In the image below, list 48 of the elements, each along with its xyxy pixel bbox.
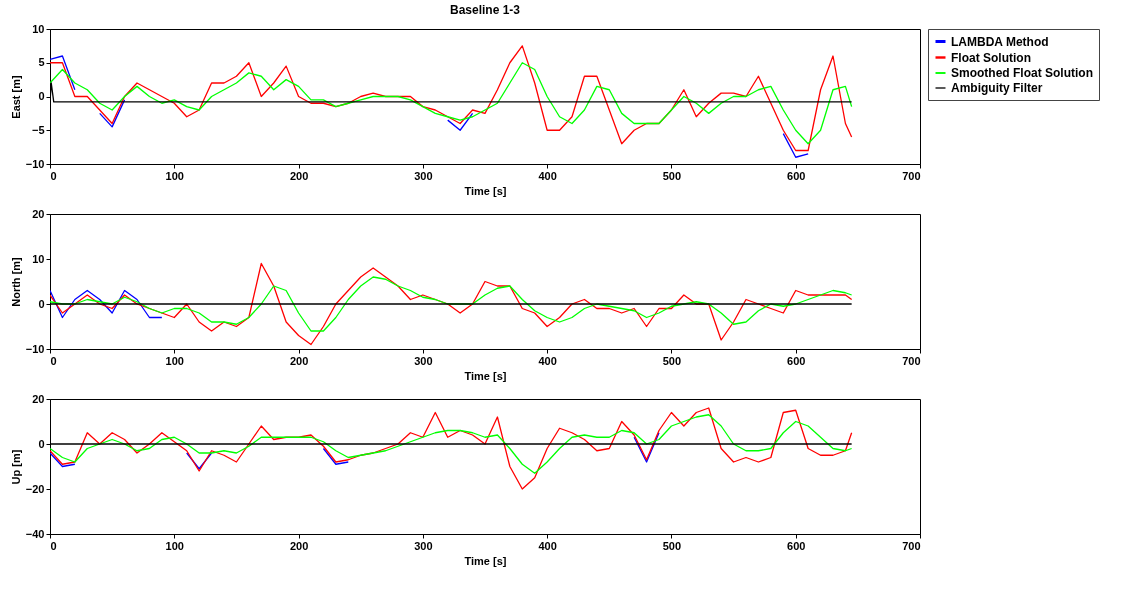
x-tick-label: 0 — [50, 539, 57, 552]
x-axis-title: Time [s] — [464, 369, 507, 382]
x-tick-label: 0 — [50, 169, 57, 182]
chart-title: Baseline 1-3 — [449, 3, 521, 17]
y-tick-label: 0 — [38, 297, 45, 310]
x-tick-label: 100 — [165, 354, 184, 367]
y-tick-label: 5 — [38, 56, 45, 69]
x-tick-label: 500 — [662, 539, 682, 552]
x-tick-label: 300 — [414, 354, 433, 367]
x-tick-label: 500 — [662, 169, 682, 182]
y-tick-label: 0 — [38, 90, 45, 102]
x-tick-label: 300 — [414, 169, 433, 182]
x-tick-label: 600 — [787, 539, 806, 552]
y-tick-label: −10 — [25, 157, 45, 170]
x-tick-label: 200 — [289, 539, 309, 552]
x-axis-title: Time [s] — [464, 554, 507, 567]
y-axis-title: Up [m] — [9, 449, 22, 485]
x-tick-label: 400 — [538, 354, 557, 367]
x-tick-label: 400 — [538, 539, 557, 552]
x-tick-label: 600 — [787, 169, 806, 182]
x-tick-label: 300 — [414, 539, 433, 552]
x-tick-label: 0 — [50, 354, 57, 367]
y-tick-label: 20 — [32, 207, 45, 220]
y-tick-label: 0 — [38, 437, 45, 450]
legend-label: Float Solution — [951, 50, 1031, 65]
x-tick-label: 700 — [902, 169, 921, 182]
x-tick-label: 200 — [289, 354, 309, 367]
y-tick-label: 20 — [32, 392, 45, 405]
x-tick-label: 400 — [538, 169, 557, 182]
legend-label: Smoothed Float Solution — [951, 66, 1093, 80]
y-tick-label: −40 — [25, 527, 45, 540]
y-tick-label: −5 — [31, 123, 45, 136]
y-tick-label: 10 — [32, 252, 45, 265]
legend-label: LAMBDA Method — [951, 34, 1049, 49]
y-axis-title: East [m] — [9, 74, 22, 119]
x-tick-label: 700 — [902, 539, 921, 552]
x-axis-title: Time [s] — [464, 184, 507, 197]
y-axis-title: North [m] — [9, 256, 22, 307]
y-tick-label: 10 — [32, 22, 45, 35]
x-tick-label: 200 — [289, 169, 309, 182]
x-tick-label: 100 — [165, 169, 184, 182]
y-tick-label: −10 — [25, 342, 45, 355]
x-tick-label: 100 — [165, 539, 184, 552]
x-tick-label: 600 — [787, 354, 806, 367]
x-tick-label: 700 — [902, 354, 921, 367]
legend-label: Ambiguity Filter — [951, 81, 1043, 95]
y-tick-label: −20 — [25, 482, 45, 495]
x-tick-label: 500 — [662, 354, 682, 367]
